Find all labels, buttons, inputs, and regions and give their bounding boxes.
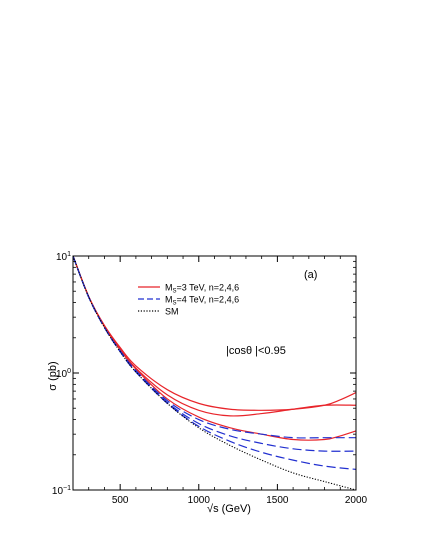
x-tick-label: 500 — [112, 495, 129, 506]
x-tick-label: 2000 — [345, 495, 368, 506]
x-tick-label: 1000 — [188, 495, 211, 506]
cos-theta-annotation: |cosθ |<0.95 — [226, 345, 286, 357]
legend-label: MS=4 TeV, n=2,4,6 — [165, 295, 239, 307]
x-tick-label: 1500 — [266, 495, 289, 506]
legend-label: SM — [165, 307, 179, 317]
tick-labels: 500 1000 1500 2000 10−1 100 101 — [52, 251, 368, 506]
y-axis-label: σ (pb) — [47, 361, 59, 390]
series-line-ms-4-tev-n6 — [72, 255, 357, 470]
axis-ticks — [73, 255, 357, 491]
series-line-ms-3-tev-n6 — [72, 255, 357, 441]
series-line-ms-4-tev-n4 — [72, 255, 357, 452]
series-lines — [72, 255, 357, 491]
legend-label: MS=3 TeV, n=2,4,6 — [165, 283, 239, 295]
panel-label: (a) — [304, 269, 317, 281]
x-axis-label: √s (GeV) — [207, 503, 251, 515]
y-tick-label: 100 — [56, 368, 71, 380]
y-tick-label: 101 — [56, 251, 71, 263]
legend: MS=3 TeV, n=2,4,6MS=4 TeV, n=2,4,6SM — [138, 283, 239, 317]
y-tick-label: 10−1 — [52, 485, 71, 497]
